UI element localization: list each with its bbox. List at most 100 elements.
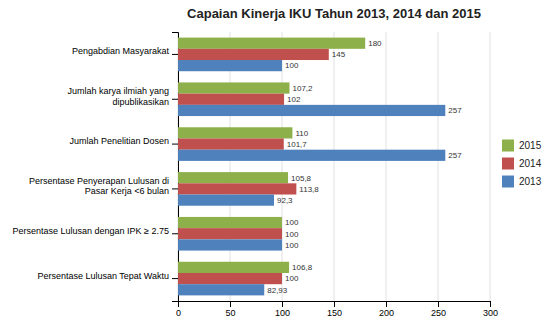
x-tick-label: 50 — [225, 308, 235, 318]
legend-swatch — [502, 176, 514, 188]
y-tick: Pengabdian Masyarakat — [72, 46, 178, 56]
data-label: 113,8 — [299, 185, 319, 194]
y-tick-label: Persentase Penyerapan Lulusan diPasar Ke… — [29, 176, 169, 197]
data-label: 107,2 — [292, 84, 313, 93]
bar — [178, 284, 264, 295]
x-tick-label: 300 — [483, 308, 498, 318]
x-tick-mark — [438, 301, 439, 307]
x-tick: 0 — [176, 301, 181, 318]
bar — [178, 172, 288, 183]
data-label: 102 — [287, 95, 301, 104]
bar — [178, 127, 292, 138]
grid — [178, 32, 490, 301]
bar — [178, 183, 296, 194]
legend: 2015 2014 2013 — [502, 140, 542, 188]
y-tick-label-line: Persentase Lulusan Tepat Waktu — [37, 271, 169, 281]
legend-item: 2014 — [502, 158, 542, 170]
bar — [178, 217, 282, 228]
data-label: 105,8 — [291, 174, 312, 183]
data-label: 145 — [332, 50, 346, 59]
x-tick-label: 150 — [327, 308, 342, 318]
data-label: 100 — [285, 218, 299, 227]
grid-line — [438, 32, 439, 301]
y-tick-label-line: Jumlah karya ilmiah yang — [67, 86, 169, 96]
bar — [178, 105, 445, 116]
x-tick-label: 200 — [379, 308, 394, 318]
data-label: 100 — [285, 61, 299, 70]
legend-item: 2015 — [502, 140, 542, 152]
bar — [178, 262, 289, 273]
data-label: 82,93 — [267, 286, 288, 295]
grid-line — [386, 32, 387, 301]
data-label: 92,3 — [277, 196, 293, 205]
x-tick-mark — [230, 301, 231, 307]
data-label: 257 — [448, 151, 462, 160]
legend-swatch — [502, 158, 514, 170]
y-axis: Pengabdian Masyarakat Jumlah karya ilmiah… — [12, 33, 178, 302]
y-tick-label: Jumlah karya ilmiah yangdipublikasikan — [67, 86, 169, 107]
y-tick-mark — [172, 233, 178, 234]
data-label: 110 — [295, 129, 308, 138]
y-tick-label: Persentase Lulusan dengan IPK ≥ 2.75 — [12, 226, 169, 236]
y-tick-label-line: Persentase Lulusan dengan IPK ≥ 2.75 — [12, 226, 169, 236]
legend-label: 2013 — [519, 176, 542, 187]
bar — [178, 94, 284, 105]
legend-label: 2014 — [519, 158, 542, 169]
bar — [178, 150, 445, 161]
plot: 0 50 100 150 200 250 300 Pengabdian Masyarakat J… — [12, 32, 498, 318]
y-tick-label: Pengabdian Masyarakat — [72, 46, 170, 56]
x-tick: 100 — [275, 301, 290, 318]
y-tick-label-line: Persentase Penyerapan Lulusan di — [29, 176, 169, 186]
y-tick: Persentase Penyerapan Lulusan diPasar Ke… — [29, 176, 178, 197]
x-tick-label: 100 — [275, 308, 290, 318]
x-tick-mark — [490, 301, 491, 307]
x-tick: 250 — [431, 301, 446, 318]
bar — [178, 195, 274, 206]
x-tick-label: 250 — [431, 308, 446, 318]
bar — [178, 60, 282, 71]
x-axis: 0 50 100 150 200 250 300 — [176, 301, 498, 318]
x-tick: 200 — [379, 301, 394, 318]
bar — [178, 273, 282, 284]
y-tick-mark — [172, 99, 178, 100]
title: Capaian Kinerja IKU Tahun 2013, 2014 dan… — [187, 6, 481, 21]
x-axis-line — [179, 302, 491, 308]
data-label: 257 — [448, 106, 462, 115]
bar — [178, 228, 282, 239]
x-tick-mark — [282, 301, 283, 307]
legend-label: 2015 — [519, 140, 542, 151]
data-label: 100 — [285, 230, 299, 239]
y-tick: Jumlah karya ilmiah yangdipublikasikan — [67, 86, 178, 107]
y-tick-mark — [172, 188, 178, 189]
x-tick: 50 — [225, 301, 235, 318]
grid-line — [490, 32, 491, 301]
data-label: 106,8 — [292, 263, 313, 272]
grid-line — [230, 32, 231, 301]
x-tick-mark — [334, 301, 335, 307]
y-tick-mark — [172, 144, 178, 145]
bar — [178, 138, 284, 149]
x-tick: 150 — [327, 301, 342, 318]
y-tick-mark — [172, 54, 178, 55]
y-axis-line — [172, 33, 179, 302]
bars — [178, 38, 445, 296]
bar-series — [178, 60, 445, 295]
y-tick-mark — [172, 278, 178, 279]
data-label: 101,7 — [287, 140, 308, 149]
legend-item: 2013 — [502, 176, 542, 188]
grid-line — [334, 32, 335, 301]
grid-line — [282, 32, 283, 301]
legend-swatch — [502, 140, 514, 152]
y-tick-label-line: Pasar Kerja <6 bulan — [85, 186, 169, 196]
y-tick: Persentase Lulusan Tepat Waktu — [37, 271, 178, 281]
x-tick-label: 0 — [176, 308, 181, 318]
bar — [178, 49, 329, 60]
bar — [178, 38, 365, 49]
bar-series — [178, 49, 329, 284]
y-tick-label-line: dipublikasikan — [112, 97, 169, 107]
y-tick: Persentase Lulusan dengan IPK ≥ 2.75 — [12, 226, 178, 236]
bar — [178, 82, 289, 93]
chart: 0 50 100 150 200 250 300 Pengabdian Masyarakat J… — [0, 0, 548, 325]
y-tick: Jumlah Penelitian Dosen — [69, 136, 178, 146]
x-tick: 300 — [483, 301, 498, 318]
